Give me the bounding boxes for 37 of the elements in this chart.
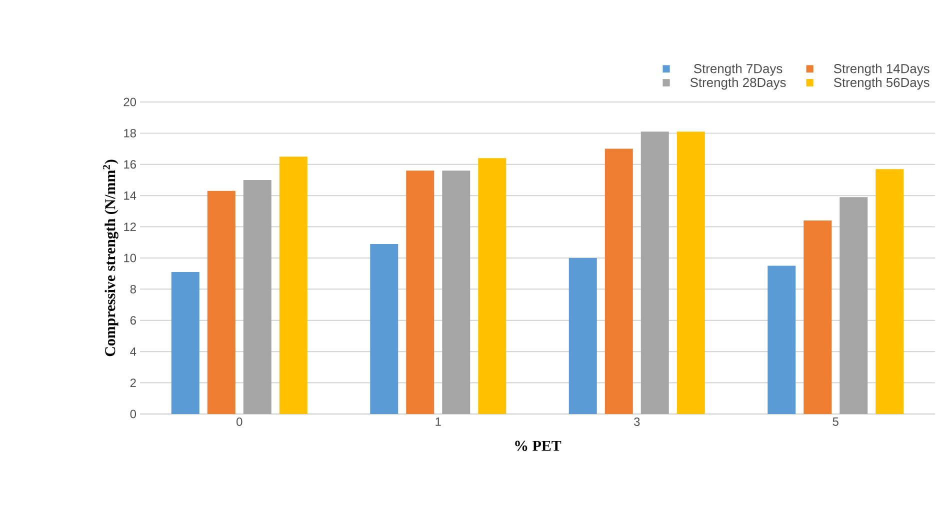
bar (876, 169, 904, 414)
bar (171, 272, 200, 414)
bar (478, 158, 506, 414)
bar (604, 148, 633, 414)
y-tick-label: 4 (130, 347, 136, 356)
y-tick-label: 0 (130, 410, 136, 418)
legend-label: Strength 14Days (834, 64, 930, 76)
bar (676, 132, 705, 414)
x-tick-label: 5 (832, 418, 838, 426)
legend-label: Strength 28Days (690, 78, 786, 90)
y-tick-label: 10 (124, 254, 136, 262)
bar (840, 197, 868, 414)
legend-label: Strength 56Days (834, 78, 930, 90)
y-tick-label: 8 (130, 284, 136, 294)
y-tick-label: 20 (124, 98, 136, 106)
bar (207, 190, 236, 414)
x-tick-label: 0 (236, 418, 242, 426)
x-tick-label: 1 (436, 418, 441, 426)
bar (568, 258, 597, 414)
y-tick-label: 14 (124, 191, 136, 200)
bar (370, 244, 398, 414)
bar (804, 220, 832, 414)
x-axis-title: % PET (515, 440, 562, 451)
bar (442, 170, 470, 414)
y-tick-label: 18 (124, 128, 136, 138)
bar (640, 132, 669, 414)
bar (768, 266, 796, 414)
y-tick-label: 16 (124, 160, 136, 169)
bar (406, 170, 434, 414)
y-tick-label: 6 (130, 316, 136, 325)
bar (279, 156, 308, 414)
x-tick-label: 3 (634, 418, 640, 426)
y-axis-title: Compressive strength (N/mm$^{2}$) (102, 160, 118, 356)
legend-label: Strength 7Days (694, 64, 782, 76)
y-tick-label: 12 (124, 222, 136, 231)
bar (243, 180, 272, 414)
y-tick-label: 2 (130, 378, 136, 387)
